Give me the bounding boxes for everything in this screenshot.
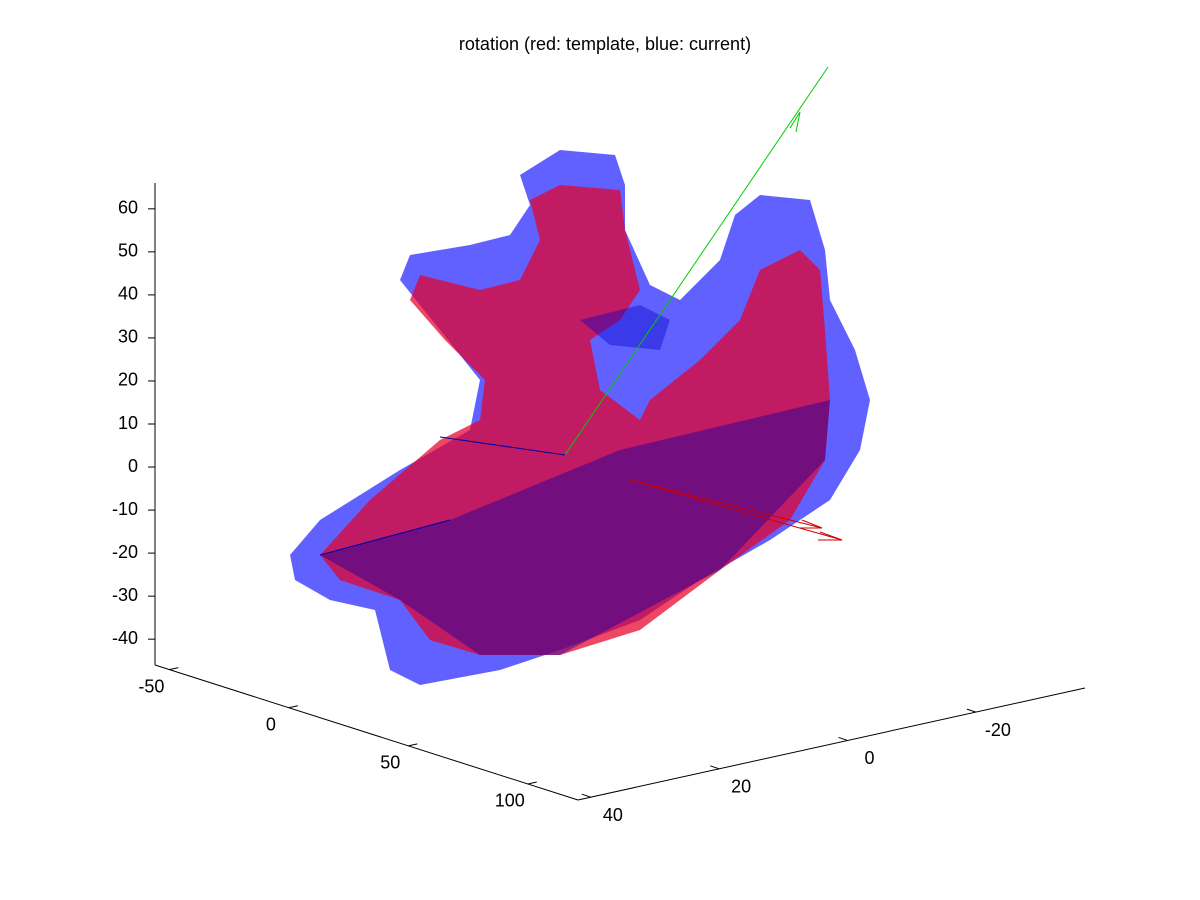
blue-axis bbox=[319, 519, 451, 556]
x-tick-label: 100 bbox=[495, 791, 525, 811]
rotation-axes bbox=[319, 66, 843, 556]
red-axis bbox=[629, 479, 823, 529]
y-tick bbox=[966, 708, 977, 713]
x-tick-label: 50 bbox=[380, 753, 400, 773]
z-tick-label: -40 bbox=[112, 628, 138, 648]
x-tick bbox=[408, 743, 418, 747]
z-tick-label: 0 bbox=[128, 456, 138, 476]
z-tick-label: 40 bbox=[118, 284, 138, 304]
z-tick-label: 20 bbox=[118, 370, 138, 390]
y-tick bbox=[838, 736, 848, 741]
y-tick-label: 40 bbox=[603, 805, 623, 825]
y-tick-label: 20 bbox=[731, 777, 751, 797]
z-tick-label: 60 bbox=[118, 198, 138, 218]
x-tick bbox=[527, 781, 537, 785]
red-axis bbox=[629, 479, 843, 541]
z-tick-label: 10 bbox=[118, 413, 138, 433]
y-tick-label: 0 bbox=[865, 748, 875, 768]
red-arrowhead bbox=[800, 519, 843, 541]
z-tick-label: -20 bbox=[112, 542, 138, 562]
surfaces bbox=[290, 150, 870, 685]
green-arrowhead bbox=[789, 111, 801, 133]
y-axis bbox=[577, 687, 1086, 801]
y-tick bbox=[581, 793, 591, 798]
y-tick-label: -20 bbox=[985, 720, 1011, 740]
x-axis bbox=[154, 664, 579, 801]
blue-axis bbox=[439, 436, 566, 456]
y-tick bbox=[710, 765, 720, 770]
template-surface bbox=[320, 185, 830, 655]
current-front bbox=[320, 400, 830, 655]
z-tick-label: 30 bbox=[118, 327, 138, 347]
z-tick-label: -30 bbox=[112, 585, 138, 605]
z-tick-label: 50 bbox=[118, 241, 138, 261]
x-tick-label: -50 bbox=[138, 676, 164, 696]
z-tick-label: -10 bbox=[112, 499, 138, 519]
green-axis bbox=[564, 66, 829, 456]
x-tick bbox=[288, 705, 298, 709]
x-tick-label: 0 bbox=[266, 714, 276, 734]
chart-title: rotation (red: template, blue: current) bbox=[459, 34, 751, 54]
x-tick bbox=[169, 667, 179, 671]
current-plane bbox=[580, 305, 670, 350]
